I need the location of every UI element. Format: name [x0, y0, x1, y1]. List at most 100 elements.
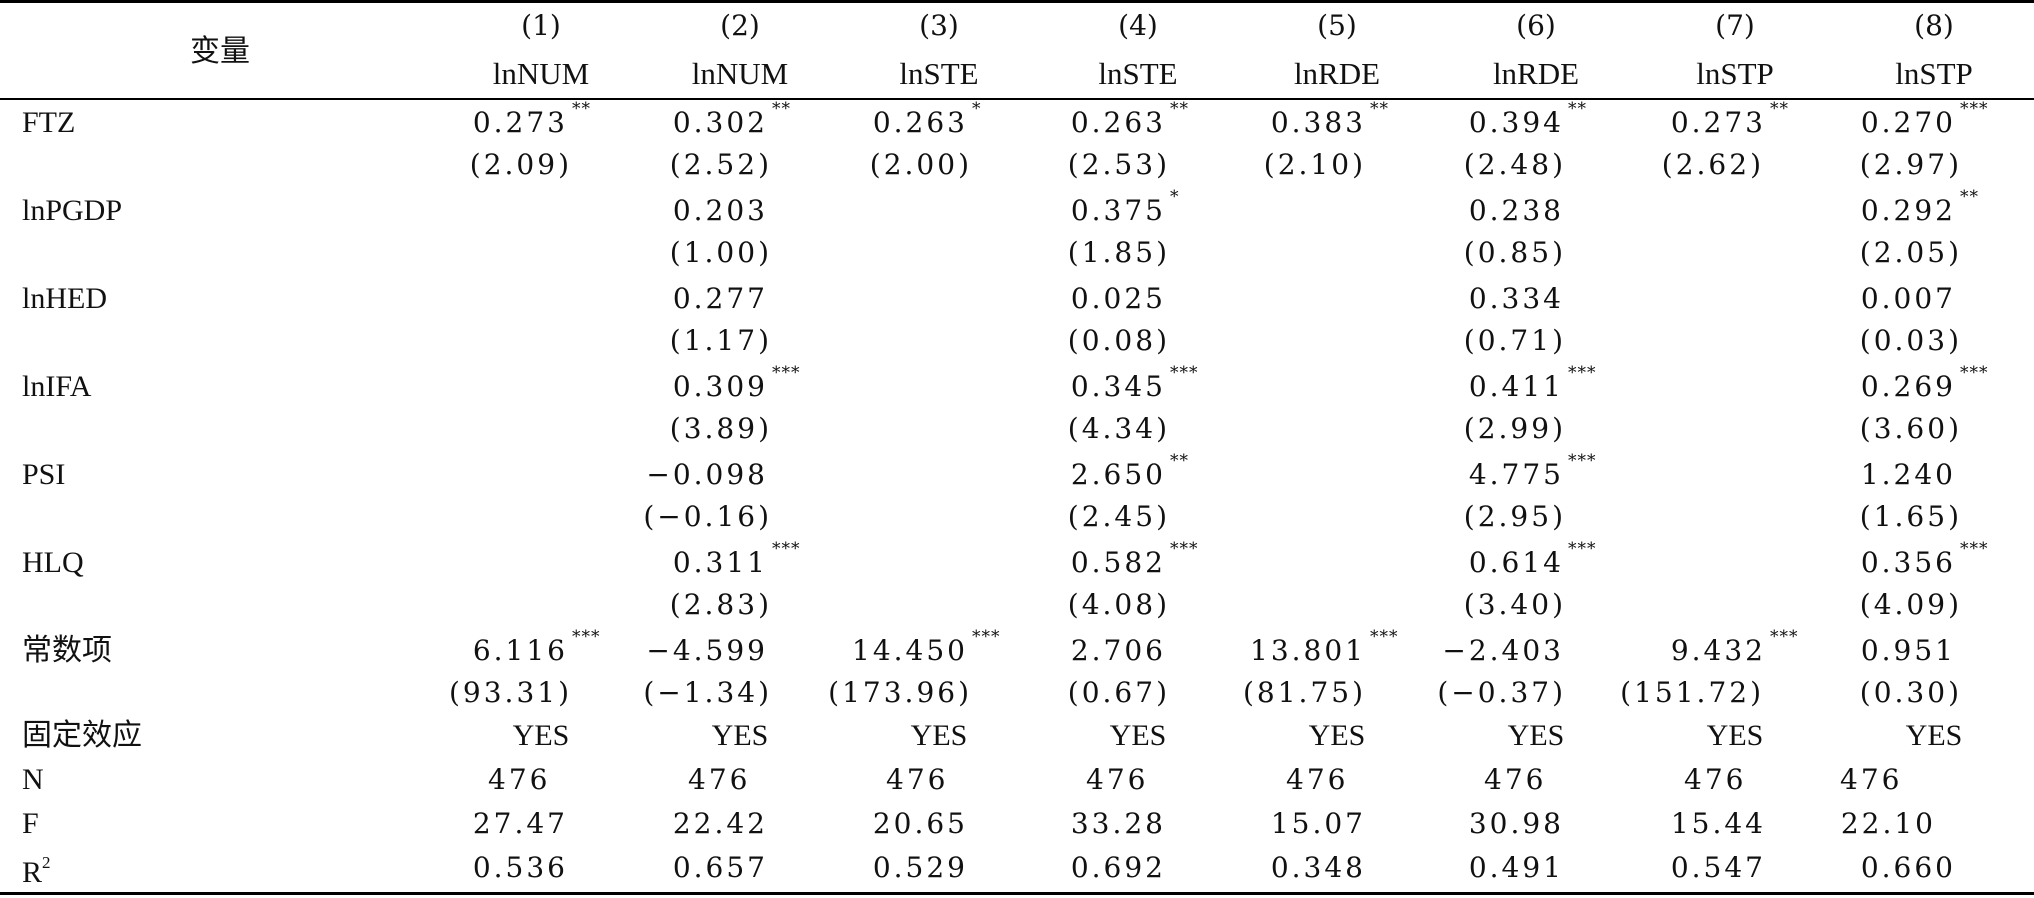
coefficient-cell: 0.263: [872, 106, 968, 139]
dependent-variable-2: lnNUM: [691, 56, 789, 91]
significance-stars: ***: [1568, 451, 1597, 471]
coefficient-cell: 0.269: [1860, 370, 1956, 403]
coefficient-cell: 0.411: [1468, 370, 1564, 403]
t-statistic-cell: (2.45): [1067, 500, 1170, 533]
coefficient-cell: 0.614: [1468, 546, 1564, 579]
t-statistic-cell: (2.97): [1859, 148, 1962, 181]
fixed-effects-cell: YES: [1905, 719, 1963, 752]
f-statistic-cell: 27.47: [472, 807, 568, 840]
t-statistic-cell: (1.65): [1859, 500, 1962, 533]
coefficient-cell: 0.273: [1670, 106, 1766, 139]
coefficient-cell: 0.311: [672, 546, 768, 579]
significance-stars: **: [572, 99, 591, 119]
row-label-psi: PSI: [22, 458, 66, 491]
t-statistic-cell: (4.09): [1859, 588, 1962, 621]
table-header-rule: [0, 98, 2034, 100]
observations-cell: 476: [1684, 763, 1747, 796]
coefficient-cell: 14.450: [852, 634, 968, 667]
significance-stars: **: [1370, 99, 1389, 119]
fixed-effects-cell: YES: [910, 719, 968, 752]
r-squared-cell: 0.536: [472, 851, 568, 884]
coefficient-cell: 13.801: [1250, 634, 1366, 667]
t-statistic-cell: (1.17): [669, 324, 772, 357]
coefficient-cell: 0.025: [1070, 282, 1166, 315]
coefficient-cell: 0.238: [1468, 194, 1564, 227]
row-label-hlq: HLQ: [22, 546, 84, 579]
observations-cell: 476: [1086, 763, 1149, 796]
dependent-variable-8: lnSTP: [1895, 56, 1973, 91]
t-statistic-cell: (0.85): [1463, 236, 1566, 269]
t-statistic-cell: (2.95): [1463, 500, 1566, 533]
coefficient-cell: 1.240: [1860, 458, 1956, 491]
t-statistic-cell: (0.03): [1859, 324, 1962, 357]
dependent-variable-6: lnRDE: [1492, 56, 1580, 91]
t-statistic-cell: (−0.37): [1437, 676, 1566, 709]
coefficient-cell: 0.270: [1860, 106, 1956, 139]
t-statistic-cell: (3.60): [1859, 412, 1962, 445]
column-number-6: (6): [1516, 9, 1556, 42]
t-statistic-cell: (1.85): [1067, 236, 1170, 269]
column-number-1: (1): [521, 9, 561, 42]
significance-stars: **: [1960, 187, 1979, 207]
coefficient-cell: 0.277: [672, 282, 768, 315]
observations-cell: 476: [688, 763, 751, 796]
column-number-8: (8): [1914, 9, 1954, 42]
significance-stars: **: [1770, 99, 1789, 119]
significance-stars: ***: [772, 539, 801, 559]
t-statistic-cell: (2.52): [669, 148, 772, 181]
significance-stars: ***: [1170, 539, 1199, 559]
f-statistic-cell: 20.65: [872, 807, 968, 840]
significance-stars: ***: [1960, 99, 1989, 119]
column-number-2: (2): [720, 9, 760, 42]
coefficient-cell: 6.116: [472, 634, 568, 667]
variable-column-header: 变量: [190, 34, 250, 69]
t-statistic-cell: (2.83): [669, 588, 772, 621]
r-squared-cell: 0.348: [1270, 851, 1366, 884]
f-statistic-cell: 15.07: [1270, 807, 1366, 840]
t-statistic-cell: (0.30): [1859, 676, 1962, 709]
t-statistic-cell: (2.09): [469, 148, 572, 181]
dependent-variable-1: lnNUM: [492, 56, 590, 91]
dependent-variable-5: lnRDE: [1293, 56, 1381, 91]
significance-stars: ***: [1960, 363, 1989, 383]
table-top-rule: [0, 0, 2034, 3]
t-statistic-cell: (2.05): [1859, 236, 1962, 269]
dependent-variable-3: lnSTE: [899, 56, 979, 91]
r-squared-cell: 0.660: [1860, 851, 1956, 884]
t-statistic-cell: (−0.16): [643, 500, 772, 533]
row-label-n: N: [22, 763, 44, 796]
row-label-lnpgdp: lnPGDP: [22, 194, 123, 227]
f-statistic-cell: 22.10: [1840, 807, 1936, 840]
table-bottom-rule: [0, 892, 2034, 895]
row-label-r-squared: R2: [22, 853, 51, 889]
dependent-variable-4: lnSTE: [1098, 56, 1178, 91]
column-number-5: (5): [1317, 9, 1357, 42]
fixed-effects-cell: YES: [512, 719, 570, 752]
coefficient-cell: 0.345: [1070, 370, 1166, 403]
t-statistic-cell: (2.48): [1463, 148, 1566, 181]
observations-cell: 476: [886, 763, 949, 796]
coefficient-cell: 0.582: [1070, 546, 1166, 579]
coefficient-cell: −2.403: [1442, 634, 1564, 667]
row-label-f: F: [22, 807, 39, 840]
coefficient-cell: 9.432: [1670, 634, 1766, 667]
t-statistic-cell: (1.00): [669, 236, 772, 269]
fixed-effects-cell: YES: [711, 719, 769, 752]
t-statistic-cell: (2.00): [869, 148, 972, 181]
fixed-effects-cell: YES: [1706, 719, 1764, 752]
fixed-effects-cell: YES: [1507, 719, 1565, 752]
observations-cell: 476: [1484, 763, 1547, 796]
row-label-fixed-effects: 固定效应: [22, 718, 142, 753]
coefficient-cell: 4.775: [1468, 458, 1564, 491]
coefficient-cell: 0.007: [1860, 282, 1956, 315]
t-statistic-cell: (0.67): [1067, 676, 1170, 709]
coefficient-cell: 2.650: [1070, 458, 1166, 491]
t-statistic-cell: (2.99): [1463, 412, 1566, 445]
significance-stars: *: [1170, 187, 1180, 207]
significance-stars: ***: [772, 363, 801, 383]
coefficient-cell: −0.098: [646, 458, 768, 491]
coefficient-cell: 0.951: [1860, 634, 1956, 667]
fixed-effects-cell: YES: [1308, 719, 1366, 752]
significance-stars: ***: [1960, 539, 1989, 559]
t-statistic-cell: (2.62): [1661, 148, 1764, 181]
